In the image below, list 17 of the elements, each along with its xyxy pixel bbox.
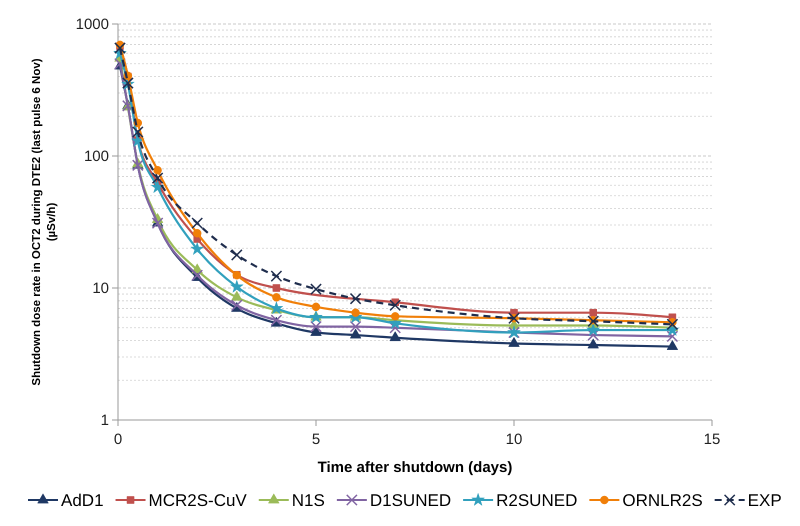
x-tick-label: 5 (312, 431, 320, 448)
x-axis-title: Time after shutdown (days) (318, 459, 512, 476)
legend-label: AdD1 (61, 491, 104, 510)
x-tick-label: 0 (114, 431, 122, 448)
legend-label: R2SUNED (496, 491, 578, 510)
y-tick-label: 1000 (76, 16, 109, 33)
legend-label: EXP (748, 491, 782, 510)
legend-label: ORNLR2S (622, 491, 703, 510)
legend-label: N1S (292, 491, 325, 510)
x-tick-label: 10 (506, 431, 522, 448)
y-tick-label: 1 (100, 412, 109, 429)
legend-label: D1SUNED (370, 491, 452, 510)
legend-label: MCR2S-CuV (148, 491, 248, 510)
y-axis-title: Shutdown dose rate in OCT2 during DTE2 (last pulse 6 Nov) (µSv/h) (31, 58, 58, 386)
y-tick-label: 100 (84, 148, 109, 165)
x-tick-label: 15 (704, 431, 720, 448)
y-tick-label: 10 (92, 280, 109, 297)
